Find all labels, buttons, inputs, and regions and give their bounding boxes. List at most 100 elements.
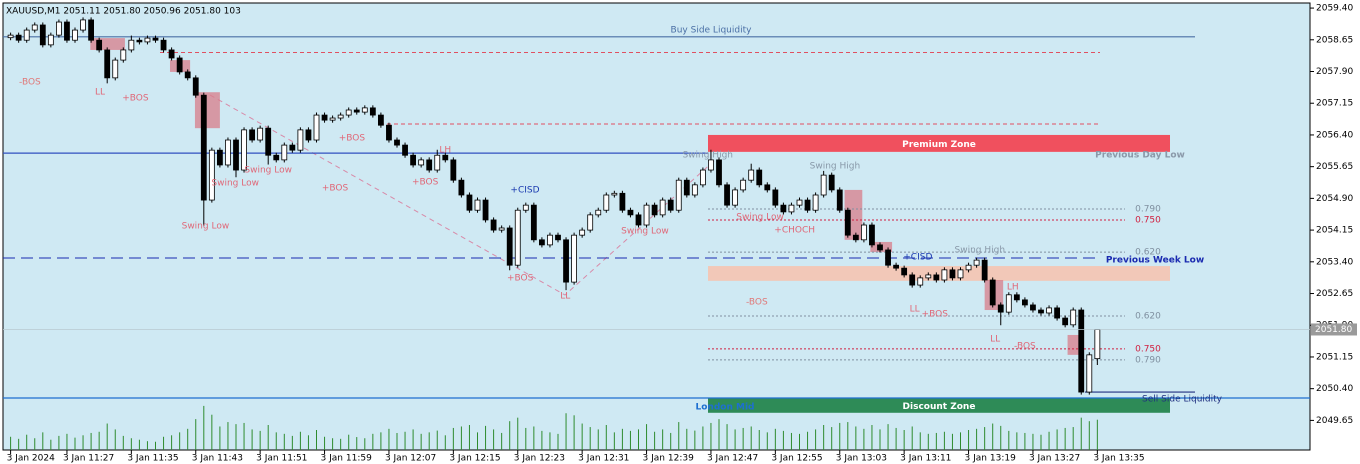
candle-body — [941, 269, 948, 281]
candle-body — [563, 239, 569, 283]
candle-body — [329, 117, 336, 121]
candle-body — [555, 234, 561, 241]
level-label: Sell Side Liquidity — [1142, 395, 1223, 405]
candle-body — [764, 184, 771, 191]
x-tick-label: 3 Jan 11:35 — [127, 454, 178, 464]
y-tick-label: 2057.15 — [1316, 99, 1353, 109]
candle-body — [949, 269, 956, 279]
candle-body — [297, 129, 304, 151]
x-tick-label: 3 Jan 13:03 — [836, 454, 887, 464]
y-tick-label: 2052.65 — [1316, 289, 1353, 299]
candle-body — [47, 34, 54, 46]
x-tick-label: 3 Jan 12:55 — [771, 454, 822, 464]
candle-body — [208, 149, 215, 201]
candle-body — [667, 199, 674, 211]
order-block — [194, 92, 220, 129]
candle-body — [1070, 309, 1077, 326]
candle-body — [31, 24, 38, 31]
candle-body — [869, 224, 875, 246]
candle-body — [490, 219, 497, 231]
candle-body — [587, 214, 594, 231]
marker-label: Swing Low — [736, 212, 784, 222]
marker-label: Swing Low — [621, 226, 669, 236]
candle-body — [1054, 307, 1060, 319]
candle-body — [64, 21, 70, 41]
candle-body — [128, 39, 135, 51]
candle-body — [386, 124, 392, 141]
candle-body — [1022, 299, 1028, 306]
volume-layer — [10, 405, 1098, 450]
y-tick-label: 2053.40 — [1316, 257, 1353, 267]
candle-body — [305, 129, 312, 141]
candle-body — [281, 144, 288, 161]
candle-body — [780, 204, 787, 213]
marker-label: +BOS — [412, 177, 439, 187]
order-block — [90, 38, 125, 50]
candle-body — [756, 169, 763, 186]
marker-label: +BOS — [339, 133, 366, 143]
candle-body — [160, 39, 167, 51]
candle-body — [192, 77, 199, 96]
candle-body — [579, 229, 586, 236]
marker-label: Swing Low — [182, 221, 230, 231]
candle-body — [7, 34, 14, 39]
candle-body — [619, 192, 626, 211]
zone — [708, 397, 1170, 413]
candle-body — [539, 239, 545, 246]
candle-body — [522, 204, 529, 211]
candle-body — [917, 277, 924, 286]
y-tick-label: 2057.90 — [1316, 67, 1353, 77]
candle-body — [112, 59, 119, 79]
candle-body — [337, 114, 344, 119]
candle-body — [410, 154, 417, 166]
candle-body — [176, 57, 183, 73]
marker-label: Swing Low — [211, 179, 259, 189]
candle-body — [313, 114, 320, 141]
candle-body — [530, 204, 537, 241]
candle-body — [675, 179, 682, 211]
candle-body — [120, 49, 127, 61]
candle-body — [844, 209, 851, 236]
candle-body — [273, 154, 280, 161]
marker-label: Swing High — [955, 245, 1006, 255]
x-tick-label: 3 Jan 12:07 — [385, 454, 436, 464]
candle-body — [635, 214, 642, 226]
level-label: Previous Day Low — [1095, 151, 1185, 161]
candle-body — [257, 127, 264, 141]
candle-body — [1094, 329, 1101, 360]
marker-label: -BOS — [19, 78, 41, 88]
candle-body — [434, 154, 441, 171]
candle-body — [426, 159, 433, 171]
candle-body — [852, 234, 859, 241]
candle-body — [353, 109, 360, 113]
candle-body — [1030, 304, 1036, 311]
candle-body — [506, 227, 513, 266]
y-tick-label: 2058.65 — [1316, 35, 1353, 45]
candle-body — [796, 199, 803, 206]
candle-body — [88, 19, 94, 41]
candle-body — [184, 71, 191, 79]
candle-body — [683, 179, 690, 196]
candle-body — [498, 227, 505, 231]
candle-body — [225, 139, 231, 166]
candle-body — [458, 179, 465, 196]
candle-body — [571, 234, 577, 283]
candle-body — [828, 174, 835, 191]
candle-body — [394, 139, 400, 146]
x-tick-label: 3 Jan 11:59 — [321, 454, 373, 464]
candle-body — [732, 189, 738, 206]
marker-label: +CISD — [903, 253, 932, 263]
candle-body — [474, 199, 481, 211]
y-tick-label: 2059.40 — [1316, 4, 1353, 14]
candle-body — [514, 209, 521, 266]
zone — [708, 134, 1170, 152]
marker-label: +CHOCH — [774, 226, 815, 236]
candle-body — [740, 179, 747, 191]
candle-body — [482, 199, 489, 221]
candle-body — [369, 107, 376, 116]
candle-body — [643, 204, 650, 226]
candle-body — [23, 29, 30, 41]
candle-body — [1086, 354, 1093, 393]
candle-body — [788, 204, 795, 213]
candle-body — [708, 159, 714, 171]
